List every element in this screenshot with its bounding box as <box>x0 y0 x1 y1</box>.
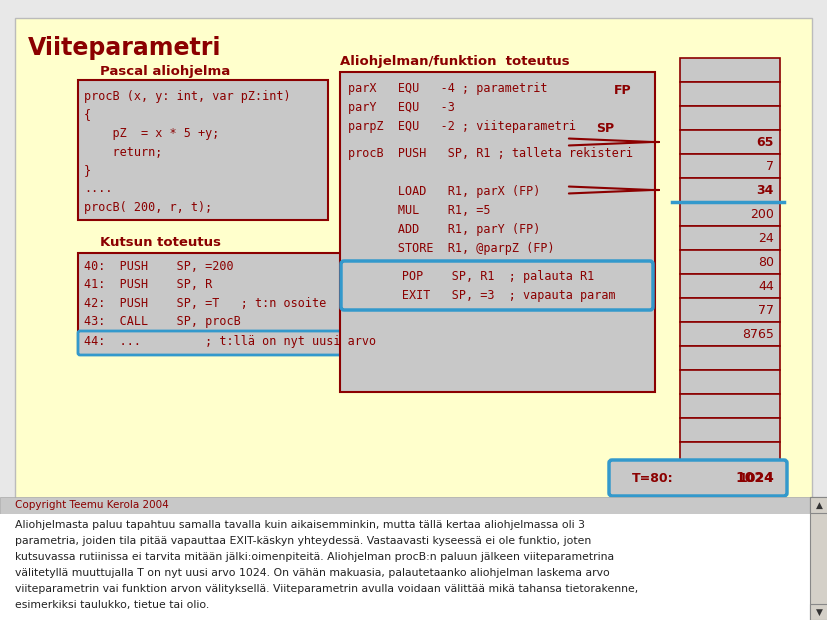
FancyBboxPatch shape <box>679 394 779 418</box>
Text: {: { <box>84 108 91 122</box>
FancyBboxPatch shape <box>340 72 654 392</box>
FancyBboxPatch shape <box>679 250 779 274</box>
FancyBboxPatch shape <box>679 154 779 178</box>
Text: MUL    R1, =5: MUL R1, =5 <box>347 204 490 217</box>
FancyBboxPatch shape <box>679 82 779 106</box>
Text: pZ  = x * 5 +y;: pZ = x * 5 +y; <box>84 127 219 140</box>
FancyBboxPatch shape <box>679 274 779 298</box>
Text: 43:  CALL    SP, procB: 43: CALL SP, procB <box>84 316 241 329</box>
Text: 65: 65 <box>756 136 773 149</box>
FancyBboxPatch shape <box>679 226 779 250</box>
Text: ▲: ▲ <box>815 500 821 510</box>
Text: parametria, joiden tila pitää vapauttaa EXIT-käskyn yhteydessä. Vastaavasti kyse: parametria, joiden tila pitää vapauttaa … <box>15 536 590 546</box>
FancyBboxPatch shape <box>679 322 779 346</box>
FancyBboxPatch shape <box>78 80 327 220</box>
FancyBboxPatch shape <box>78 331 356 355</box>
FancyBboxPatch shape <box>679 178 779 202</box>
FancyBboxPatch shape <box>341 261 653 310</box>
Text: 80: 80 <box>757 255 773 268</box>
Text: 7: 7 <box>765 159 773 172</box>
Text: 200: 200 <box>749 208 773 221</box>
Text: EXIT   SP, =3  ; vapauta param: EXIT SP, =3 ; vapauta param <box>351 289 615 302</box>
FancyBboxPatch shape <box>679 298 779 322</box>
Text: ....: .... <box>84 182 112 195</box>
FancyBboxPatch shape <box>0 514 809 620</box>
Text: parY   EQU   -3: parY EQU -3 <box>347 101 454 114</box>
FancyBboxPatch shape <box>679 346 779 370</box>
FancyBboxPatch shape <box>78 253 356 353</box>
FancyBboxPatch shape <box>679 58 779 82</box>
Text: 8765: 8765 <box>741 327 773 340</box>
Text: STORE  R1, @parpZ (FP): STORE R1, @parpZ (FP) <box>347 242 554 255</box>
FancyBboxPatch shape <box>679 370 779 394</box>
Text: 44: 44 <box>758 280 773 293</box>
FancyBboxPatch shape <box>809 497 827 620</box>
Text: ADD    R1, parY (FP): ADD R1, parY (FP) <box>347 223 540 236</box>
Text: Pascal aliohjelma: Pascal aliohjelma <box>100 66 230 79</box>
Text: Kutsun toteutus: Kutsun toteutus <box>100 236 221 249</box>
Text: viiteparametrin vai funktion arvon välityksellä. Viiteparametrin avulla voidaan : viiteparametrin vai funktion arvon välit… <box>15 584 638 594</box>
Text: esimerkiksi taulukko, tietue tai olio.: esimerkiksi taulukko, tietue tai olio. <box>15 600 209 610</box>
Text: Aliohjelman/funktion  toteutus: Aliohjelman/funktion toteutus <box>340 56 569 68</box>
Text: SP: SP <box>595 122 614 135</box>
Text: 24: 24 <box>758 231 773 244</box>
Text: Copyright Teemu Kerola 2004: Copyright Teemu Kerola 2004 <box>15 500 169 510</box>
Text: ▼: ▼ <box>815 608 821 616</box>
Text: Aliohjelmasta paluu tapahtuu samalla tavalla kuin aikaisemminkin, mutta tällä ke: Aliohjelmasta paluu tapahtuu samalla tav… <box>15 520 585 530</box>
Text: 41:  PUSH    SP, R: 41: PUSH SP, R <box>84 278 212 291</box>
FancyBboxPatch shape <box>679 418 779 442</box>
FancyBboxPatch shape <box>679 442 779 466</box>
FancyBboxPatch shape <box>679 202 779 226</box>
Text: kutsuvassa rutiinissa ei tarvita mitään jälki:oimenpiteitä. Aliohjelman procB:n : kutsuvassa rutiinissa ei tarvita mitään … <box>15 552 614 562</box>
Text: 1024: 1024 <box>739 471 773 484</box>
Text: parpZ  EQU   -2 ; viiteparametri: parpZ EQU -2 ; viiteparametri <box>347 120 576 133</box>
Text: 77: 77 <box>757 304 773 316</box>
Text: 1024: 1024 <box>734 471 773 485</box>
Text: 40:  PUSH    SP, =200: 40: PUSH SP, =200 <box>84 260 233 273</box>
FancyBboxPatch shape <box>809 497 827 513</box>
Text: Viiteparametri: Viiteparametri <box>28 36 222 60</box>
FancyBboxPatch shape <box>15 18 811 498</box>
FancyBboxPatch shape <box>679 106 779 130</box>
FancyBboxPatch shape <box>679 466 779 490</box>
Text: procB  PUSH   SP, R1 ; talleta rekisteri: procB PUSH SP, R1 ; talleta rekisteri <box>347 147 632 160</box>
Text: 42:  PUSH    SP, =T   ; t:n osoite: 42: PUSH SP, =T ; t:n osoite <box>84 297 326 310</box>
Text: T=80:: T=80: <box>632 471 673 484</box>
FancyBboxPatch shape <box>679 130 779 154</box>
Text: välitetyllä muuttujalla T on nyt uusi arvo 1024. On vähän makuasia, palautetaank: välitetyllä muuttujalla T on nyt uusi ar… <box>15 568 609 578</box>
FancyBboxPatch shape <box>0 497 827 514</box>
Text: POP    SP, R1  ; palauta R1: POP SP, R1 ; palauta R1 <box>351 270 594 283</box>
Text: parX   EQU   -4 ; parametrit: parX EQU -4 ; parametrit <box>347 82 547 95</box>
Text: 34: 34 <box>756 184 773 197</box>
Text: return;: return; <box>84 146 162 159</box>
Text: procB (x, y: int, var pZ:int): procB (x, y: int, var pZ:int) <box>84 90 290 103</box>
Text: 44:  ...         ; t:llä on nyt uusi arvo: 44: ... ; t:llä on nyt uusi arvo <box>84 335 375 348</box>
Text: LOAD   R1, parX (FP): LOAD R1, parX (FP) <box>347 185 540 198</box>
Text: }: } <box>84 164 91 177</box>
FancyBboxPatch shape <box>809 604 827 620</box>
Text: FP: FP <box>614 84 631 97</box>
Text: procB( 200, r, t);: procB( 200, r, t); <box>84 201 212 214</box>
FancyBboxPatch shape <box>609 460 786 496</box>
